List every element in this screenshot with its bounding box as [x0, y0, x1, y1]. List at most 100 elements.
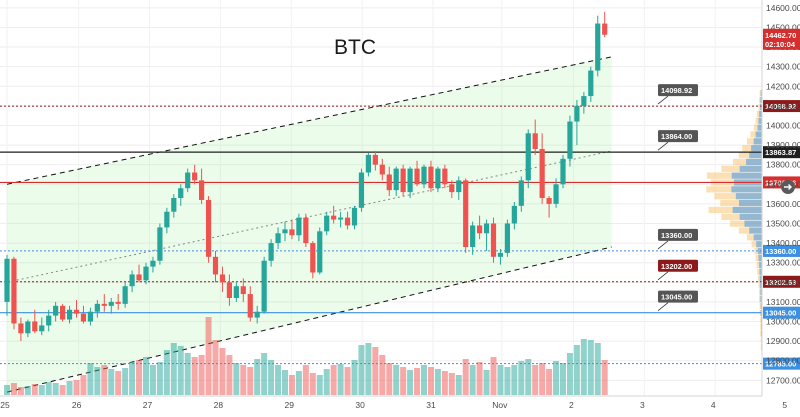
price-tick-label: 13000.00	[766, 317, 800, 327]
candle-body	[129, 274, 135, 287]
price-tick-label: 12900.00	[766, 336, 800, 346]
profile-bar-split	[760, 282, 762, 289]
volume-bar	[566, 353, 573, 395]
profile-bar-split	[731, 186, 762, 193]
price-tag-label: 13202.63	[765, 278, 796, 287]
volume-bar	[59, 385, 66, 395]
regression-channel	[6, 56, 612, 393]
candle-body	[199, 180, 205, 200]
volume-bar	[337, 364, 344, 395]
candle-body	[115, 301, 121, 304]
volume-bar	[601, 360, 608, 395]
volume-bar	[219, 348, 226, 395]
volume-bar	[122, 368, 129, 395]
candle-body	[192, 172, 198, 181]
profile-bar-split	[759, 268, 762, 275]
volume-bar	[94, 367, 101, 395]
volume-bar	[379, 355, 386, 395]
volume-bar	[191, 357, 198, 395]
volume-bar	[323, 369, 330, 395]
volume-bar	[233, 363, 240, 395]
volume-bar	[226, 355, 233, 395]
annotation-leader	[657, 302, 669, 311]
profile-bar-split	[739, 199, 762, 207]
price-tick-label: 14500.00	[766, 22, 800, 32]
price-tick-label: 13500.00	[766, 218, 800, 228]
candle-body	[560, 158, 566, 185]
candle-body	[303, 217, 309, 244]
price-tag	[763, 244, 800, 257]
volume-bar	[560, 363, 566, 395]
profile-bar-split	[755, 131, 762, 138]
price-tag-label: 13709.46	[765, 178, 796, 187]
price-tick-label: 13400.00	[766, 238, 800, 248]
candle-body	[4, 258, 10, 302]
volume-bar	[580, 339, 587, 395]
profile-bar-split	[757, 124, 762, 131]
candle-body	[32, 321, 38, 332]
candle-body	[588, 70, 594, 97]
candle-body	[136, 274, 142, 281]
candle-body	[310, 243, 316, 273]
price-tag-label: 14098.92	[765, 102, 796, 111]
candle-body	[205, 199, 212, 257]
candles	[4, 11, 608, 342]
volume-bar	[553, 361, 560, 395]
price-tick-label: 12800.00	[766, 356, 800, 366]
candle-body	[414, 168, 420, 185]
time-axis[interactable]: 25262728293031Nov2345678	[0, 395, 800, 410]
volume-bar	[156, 362, 163, 395]
volume-bar	[108, 369, 115, 395]
candle-body	[317, 231, 323, 273]
volume-bar	[490, 357, 497, 395]
channel-upper-line	[6, 56, 612, 185]
profile-bar-split	[744, 220, 762, 227]
volume-bar	[539, 363, 546, 395]
candle-body	[602, 23, 608, 35]
candle-body	[525, 133, 531, 181]
volume-bar	[351, 360, 358, 395]
profile-bar-split	[739, 165, 762, 172]
candle-body	[567, 121, 573, 159]
candle-body	[87, 311, 93, 322]
volume-bar	[282, 370, 288, 395]
price-tick-label: 14100.00	[766, 101, 800, 111]
price-tick-label: 12700.00	[766, 375, 800, 385]
candle-body	[358, 172, 365, 208]
channel-fill	[7, 56, 612, 393]
volume-bar	[295, 371, 302, 395]
candle-body	[150, 260, 156, 267]
volume-bar	[427, 367, 434, 395]
candle-body	[428, 166, 434, 189]
candle-body	[365, 154, 371, 173]
annotation-leader	[657, 95, 669, 105]
annotation-box	[658, 130, 698, 143]
annotation-label: 14098.92	[661, 86, 692, 95]
volume-bar	[45, 382, 52, 395]
volume-bar	[400, 367, 407, 395]
candle-body	[164, 211, 170, 228]
profile-bar-split	[760, 289, 762, 296]
volume-bar	[469, 365, 476, 395]
volume-bar	[129, 362, 136, 395]
annotation-box	[658, 84, 698, 97]
candle-body	[463, 180, 469, 248]
candle-body	[553, 184, 559, 204]
volume-bar	[24, 386, 31, 395]
price-tag-label: 13360.00	[765, 247, 796, 256]
candle-body	[240, 286, 246, 295]
candle-body	[497, 252, 504, 257]
scroll-to-realtime-button[interactable]	[781, 180, 795, 194]
volume-bar	[247, 367, 254, 395]
volume-bar	[393, 365, 400, 395]
volume-bar	[254, 359, 261, 395]
price-axis[interactable]: 14098.92 13863.87 13709.46 13360.00 13202.63…	[761, 0, 800, 412]
volume-bar	[66, 381, 73, 395]
candle-body	[595, 23, 601, 71]
time-tick-label: 31	[426, 400, 436, 410]
candle-body	[282, 229, 288, 234]
volume-bar	[4, 385, 10, 395]
price-tag	[763, 275, 800, 288]
